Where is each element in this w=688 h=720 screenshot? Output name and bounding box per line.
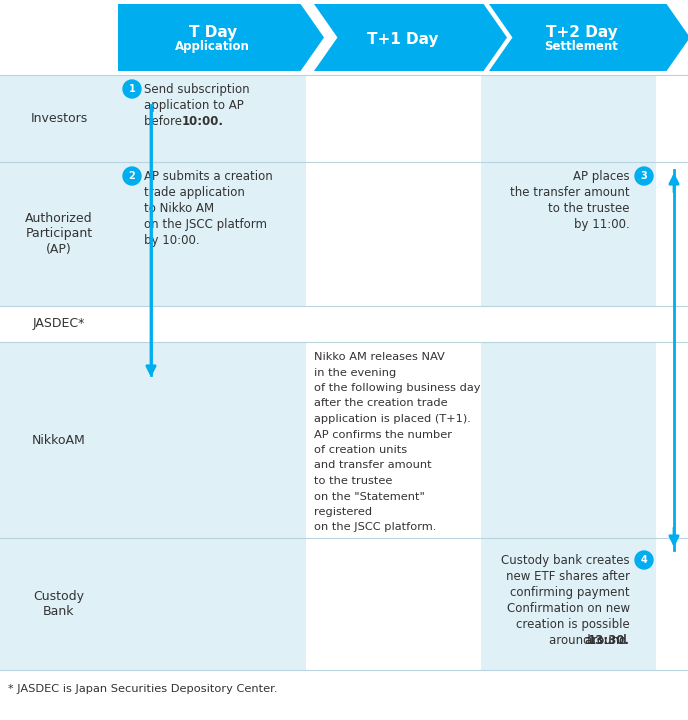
FancyBboxPatch shape (481, 306, 656, 342)
Text: by 10:00.: by 10:00. (144, 234, 200, 247)
FancyBboxPatch shape (118, 342, 306, 538)
Text: Custody bank creates: Custody bank creates (502, 554, 630, 567)
Text: Settlement: Settlement (544, 40, 619, 53)
Text: 10:00.: 10:00. (182, 115, 224, 128)
Text: T Day: T Day (189, 25, 237, 40)
Text: after the creation trade: after the creation trade (314, 398, 448, 408)
Text: T+2 Day: T+2 Day (546, 25, 617, 40)
Text: around: around (548, 634, 594, 647)
Text: before: before (144, 115, 186, 128)
Text: Authorized
Participant
(AP): Authorized Participant (AP) (25, 212, 93, 256)
Text: Custody
Bank: Custody Bank (34, 590, 85, 618)
FancyBboxPatch shape (481, 162, 656, 306)
FancyBboxPatch shape (481, 342, 656, 538)
Text: Confirmation on new: Confirmation on new (507, 602, 630, 615)
FancyBboxPatch shape (0, 306, 118, 342)
Text: in the evening: in the evening (314, 367, 396, 377)
Text: creation is possible: creation is possible (516, 618, 630, 631)
FancyBboxPatch shape (0, 162, 118, 306)
Text: application to AP: application to AP (144, 99, 244, 112)
FancyBboxPatch shape (0, 75, 118, 162)
Circle shape (123, 80, 141, 98)
Polygon shape (489, 4, 688, 71)
Text: 3: 3 (641, 171, 647, 181)
FancyBboxPatch shape (118, 75, 306, 162)
Text: and transfer amount: and transfer amount (314, 461, 431, 470)
Text: around: around (585, 634, 630, 647)
Text: trade application: trade application (144, 186, 245, 199)
Text: AP submits a creation: AP submits a creation (144, 170, 272, 183)
Polygon shape (314, 4, 507, 71)
Circle shape (635, 551, 653, 569)
Text: 2: 2 (129, 171, 136, 181)
Text: to the trustee: to the trustee (314, 476, 392, 486)
Text: AP confirms the number: AP confirms the number (314, 430, 452, 439)
FancyBboxPatch shape (306, 538, 481, 670)
Text: on the JSCC platform: on the JSCC platform (144, 218, 267, 231)
Text: new ETF shares after: new ETF shares after (506, 570, 630, 583)
Text: registered: registered (314, 507, 372, 517)
Text: on the "Statement": on the "Statement" (314, 492, 425, 502)
Text: * JASDEC is Japan Securities Depository Center.: * JASDEC is Japan Securities Depository … (8, 684, 277, 694)
FancyBboxPatch shape (656, 162, 688, 306)
Text: confirming payment: confirming payment (510, 586, 630, 599)
Text: 1: 1 (129, 84, 136, 94)
FancyBboxPatch shape (656, 342, 688, 538)
FancyBboxPatch shape (118, 162, 306, 306)
FancyBboxPatch shape (481, 75, 656, 162)
Text: the transfer amount: the transfer amount (510, 186, 630, 199)
Text: JASDEC*: JASDEC* (33, 318, 85, 330)
FancyBboxPatch shape (0, 0, 688, 75)
Text: around: around (585, 634, 630, 647)
Text: Send subscription: Send subscription (144, 83, 250, 96)
Text: to the trustee: to the trustee (548, 202, 630, 215)
FancyBboxPatch shape (118, 538, 306, 670)
Text: NikkoAM: NikkoAM (32, 433, 86, 446)
Text: Nikko AM releases NAV: Nikko AM releases NAV (314, 352, 444, 362)
Text: 4: 4 (641, 555, 647, 565)
Text: 13:30.: 13:30. (588, 634, 630, 647)
Text: AP places: AP places (573, 170, 630, 183)
FancyBboxPatch shape (118, 306, 306, 342)
Text: Application: Application (175, 40, 250, 53)
Polygon shape (118, 4, 324, 71)
Circle shape (635, 167, 653, 185)
Text: T+1 Day: T+1 Day (367, 32, 438, 47)
FancyBboxPatch shape (306, 306, 481, 342)
FancyBboxPatch shape (306, 75, 481, 162)
Text: Investors: Investors (30, 112, 87, 125)
FancyBboxPatch shape (306, 162, 481, 306)
FancyBboxPatch shape (0, 538, 118, 670)
Text: by 11:00.: by 11:00. (574, 218, 630, 231)
FancyBboxPatch shape (656, 75, 688, 162)
Text: application is placed (T+1).: application is placed (T+1). (314, 414, 471, 424)
FancyBboxPatch shape (481, 538, 656, 670)
Text: of creation units: of creation units (314, 445, 407, 455)
Text: to Nikko AM: to Nikko AM (144, 202, 214, 215)
FancyBboxPatch shape (656, 538, 688, 670)
Circle shape (123, 167, 141, 185)
FancyBboxPatch shape (306, 342, 481, 538)
Text: of the following business day: of the following business day (314, 383, 480, 393)
FancyBboxPatch shape (0, 342, 118, 538)
FancyBboxPatch shape (656, 306, 688, 342)
Text: on the JSCC platform.: on the JSCC platform. (314, 523, 436, 533)
